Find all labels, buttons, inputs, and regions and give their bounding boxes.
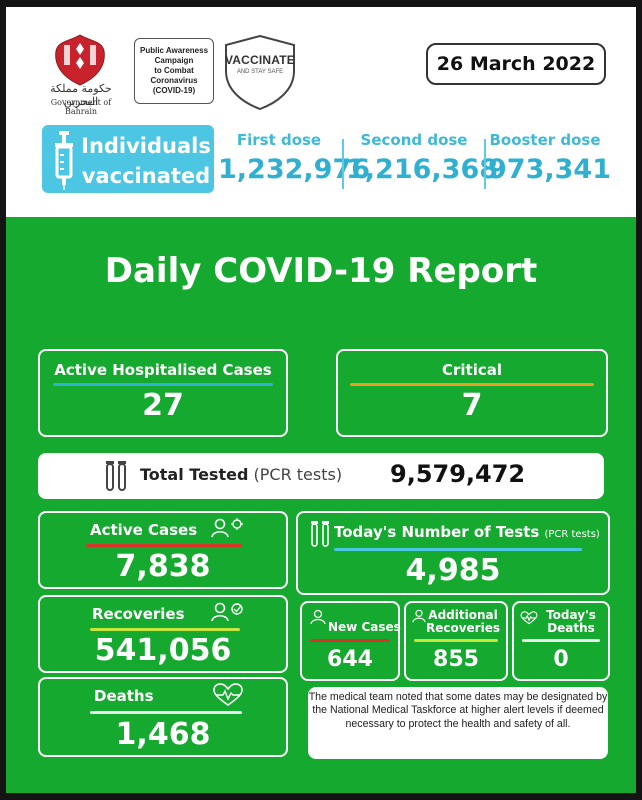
todays-tests-label-group: Today's Number of Tests (PCR tests) xyxy=(334,522,600,541)
additional-recoveries-value: 855 xyxy=(433,647,479,672)
new-cases-value: 644 xyxy=(327,647,373,672)
deaths-underline xyxy=(90,711,242,714)
person-icon xyxy=(412,609,426,623)
total-tested-label-group: Total Tested (PCR tests) xyxy=(140,465,342,484)
todays-tests-value: 4,985 xyxy=(405,553,501,588)
todays-tests-card: Today's Number of Tests (PCR tests) 4,98… xyxy=(296,511,610,595)
active-cases-underline xyxy=(86,544,242,547)
heart-pulse-icon xyxy=(520,611,538,625)
todays-deaths-card: Today's Deaths 0 xyxy=(512,601,610,681)
booster-dose-label: Booster dose xyxy=(489,131,601,149)
booster-dose-stat: Booster dose 973,341 xyxy=(488,131,611,191)
total-tested-value: 9,579,472 xyxy=(390,460,526,488)
booster-dose-value: 973,341 xyxy=(488,154,611,185)
active-cases-card: Active Cases 7,838 xyxy=(38,511,288,589)
critical-label: Critical xyxy=(441,361,502,379)
test-tubes-icon xyxy=(311,521,329,547)
person-icon xyxy=(310,609,326,625)
hospitalised-value: 27 xyxy=(142,388,184,423)
report-date: 26 March 2022 xyxy=(426,43,606,85)
additional-recoveries-label: Additional Recoveries xyxy=(425,608,500,635)
additional-recoveries-underline xyxy=(414,639,498,642)
government-name-english: Government of Bahrain xyxy=(50,98,112,116)
total-tested-sub: (PCR tests) xyxy=(253,465,343,484)
hospitalised-card: Active Hospitalised Cases 27 xyxy=(38,349,288,437)
government-name-arabic: حكومة مملكة البحرين xyxy=(50,82,112,108)
deaths-label: Deaths xyxy=(94,687,154,705)
active-cases-value: 7,838 xyxy=(115,549,211,584)
heart-pulse-icon xyxy=(213,683,243,706)
person-virus-icon xyxy=(211,518,243,538)
vaccinate-title: VACCINATE xyxy=(224,53,296,67)
recoveries-value: 541,056 xyxy=(94,633,232,668)
shield-icon xyxy=(225,34,295,111)
todays-tests-underline xyxy=(334,548,582,551)
total-tested-card: Total Tested (PCR tests) 9,579,472 xyxy=(38,453,604,499)
medical-note: The medical team noted that some dates m… xyxy=(308,687,608,759)
additional-recoveries-card: Additional Recoveries 855 xyxy=(404,601,508,681)
total-tested-label: Total Tested xyxy=(140,465,249,484)
todays-deaths-underline xyxy=(522,639,600,642)
dose-divider xyxy=(484,139,486,189)
hospitalised-underline xyxy=(53,383,273,386)
second-dose-label: Second dose xyxy=(360,131,468,149)
test-tubes-icon xyxy=(106,461,126,491)
report-infographic: حكومة مملكة البحرين Government of Bahrai… xyxy=(6,7,636,793)
new-cases-underline xyxy=(310,639,390,642)
campaign-logo-text: Public Awareness Campaign to Combat Coro… xyxy=(134,38,214,104)
syringe-icon xyxy=(55,131,73,190)
second-dose-stat: Second dose 1,216,368 xyxy=(346,131,499,191)
todays-tests-sub: (PCR tests) xyxy=(544,529,600,540)
deaths-card: Deaths 1,468 xyxy=(38,677,288,757)
todays-deaths-label: Today's Deaths xyxy=(546,608,596,635)
critical-card: Critical 7 xyxy=(336,349,608,437)
report-title: Daily COVID-19 Report xyxy=(104,251,538,291)
recoveries-underline xyxy=(90,628,240,631)
first-dose-label: First dose xyxy=(236,131,322,149)
first-dose-value: 1,232,976 xyxy=(218,154,371,185)
individuals-vaccinated-label: Individuals vaccinated xyxy=(81,134,211,188)
first-dose-stat: First dose 1,232,976 xyxy=(218,131,371,191)
active-cases-label: Active Cases xyxy=(90,521,198,539)
critical-underline xyxy=(350,383,594,386)
new-cases-label: New Cases xyxy=(328,620,401,634)
critical-value: 7 xyxy=(461,388,483,423)
hospitalised-label: Active Hospitalised Cases xyxy=(54,361,272,379)
recoveries-label: Recoveries xyxy=(92,605,185,623)
deaths-value: 1,468 xyxy=(115,717,211,752)
person-recovery-icon xyxy=(211,602,243,622)
bahrain-emblem-icon xyxy=(55,34,105,86)
todays-deaths-value: 0 xyxy=(553,647,569,672)
vaccinate-subtitle: AND STAY SAFE xyxy=(236,69,284,75)
recoveries-card: Recoveries 541,056 xyxy=(38,595,288,673)
todays-tests-label: Today's Number of Tests xyxy=(334,523,540,541)
second-dose-value: 1,216,368 xyxy=(346,154,499,185)
dose-divider xyxy=(342,139,344,189)
new-cases-card: New Cases 644 xyxy=(300,601,401,681)
